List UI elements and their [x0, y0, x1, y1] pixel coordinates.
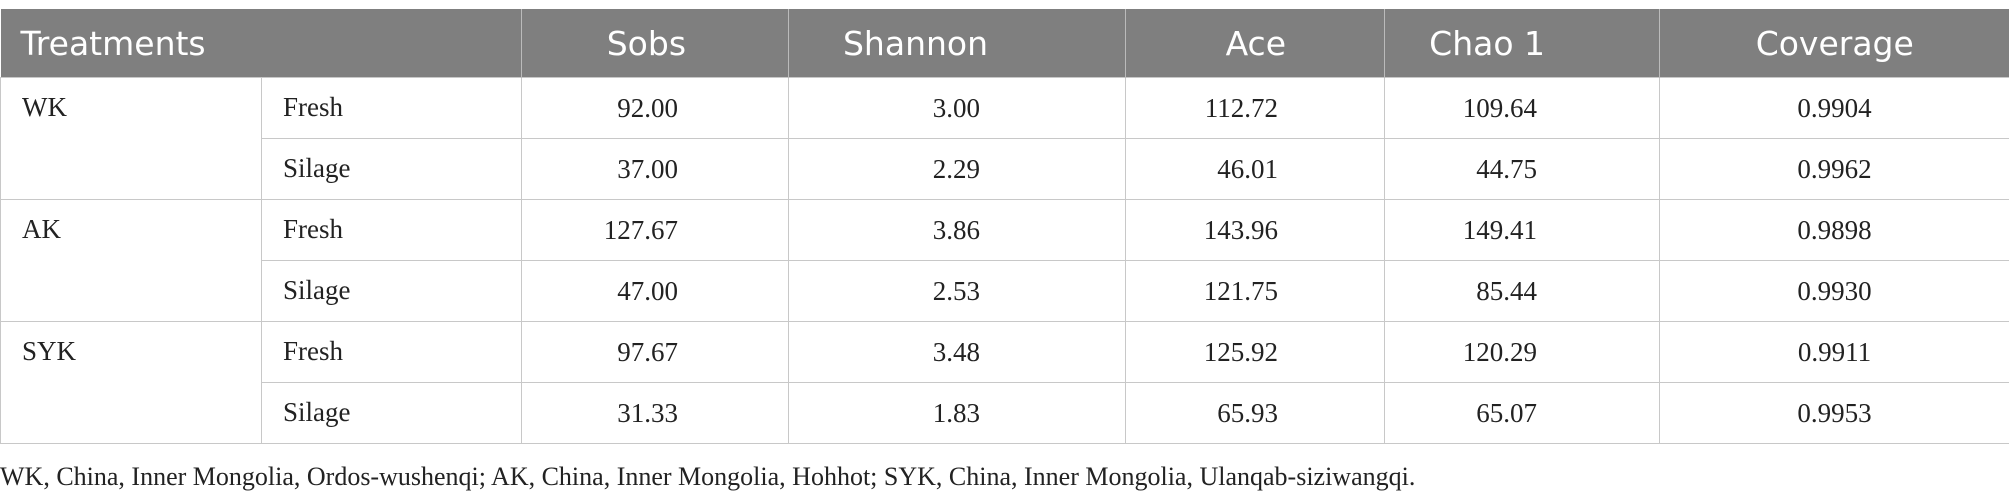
cell-value: 46.01 [1125, 138, 1386, 200]
column-header: Ace [1125, 9, 1385, 78]
data-table: Treatments Sobs Shannon Ace Chao 1 Coverage W… [0, 9, 2009, 444]
row-label: Fresh [260, 77, 523, 139]
table-row: Silage 31.33 1.83 65.93 65.07 0.9953 [1, 382, 2009, 444]
group-label: SYK [0, 321, 262, 444]
cell-value: 47.00 [521, 260, 790, 322]
cell-value: 65.07 [1384, 382, 1661, 444]
cell-value: 0.9898 [1659, 199, 2009, 261]
row-label: Fresh [260, 199, 523, 261]
group-label: WK [0, 77, 262, 200]
cell-value: 109.64 [1384, 77, 1661, 139]
column-header: Sobs [521, 9, 789, 78]
column-header: Treatments [0, 9, 522, 78]
cell-value: 65.93 [1125, 382, 1386, 444]
cell-value: 143.96 [1125, 199, 1386, 261]
table-row: WK Fresh 92.00 3.00 112.72 109.64 0.9904 [0, 77, 2009, 200]
table-row: AK Fresh 127.67 3.86 143.96 149.41 0.9898 [0, 199, 2009, 322]
column-header: Coverage [1659, 9, 2009, 78]
cell-value: 0.9953 [1659, 382, 2009, 444]
cell-value: 0.9962 [1659, 138, 2009, 200]
cell-value: 1.83 [788, 382, 1127, 444]
cell-value: 0.9930 [1659, 260, 2009, 322]
row-label: Fresh [260, 321, 523, 383]
cell-value: 127.67 [521, 199, 790, 261]
group-label: AK [0, 199, 262, 322]
column-header: Shannon [788, 9, 1126, 78]
cell-value: 2.29 [788, 138, 1127, 200]
cell-value: 2.53 [788, 260, 1127, 322]
table-row: Silage 37.00 2.29 46.01 44.75 0.9962 [1, 138, 2009, 200]
cell-value: 3.00 [788, 77, 1127, 139]
cell-value: 112.72 [1125, 77, 1386, 139]
cell-value: 0.9904 [1659, 77, 2009, 139]
cell-value: 97.67 [521, 321, 790, 383]
table-body: WK Fresh 92.00 3.00 112.72 109.64 0.9904 Silage… [0, 77, 2009, 444]
cell-value: 37.00 [521, 138, 790, 200]
row-label: Silage [260, 382, 523, 444]
footnote: WK, China, Inner Mongolia, Ordos-wushenq… [0, 462, 1416, 491]
cell-value: 31.33 [521, 382, 790, 444]
cell-value: 85.44 [1384, 260, 1661, 322]
table-row: SYK Fresh 97.67 3.48 125.92 120.29 0.9911 [0, 321, 2009, 444]
cell-value: 44.75 [1384, 138, 1661, 200]
cell-value: 121.75 [1125, 260, 1386, 322]
header-row: Treatments Sobs Shannon Ace Chao 1 Coverage [0, 9, 2009, 78]
cell-value: 149.41 [1384, 199, 1661, 261]
row-label: Silage [260, 260, 523, 322]
cell-value: 3.86 [788, 199, 1127, 261]
row-label: Silage [260, 138, 523, 200]
cell-value: 0.9911 [1659, 321, 2009, 383]
table-row: Silage 47.00 2.53 121.75 85.44 0.9930 [1, 260, 2009, 322]
cell-value: 92.00 [521, 77, 790, 139]
cell-value: 125.92 [1125, 321, 1386, 383]
column-header: Chao 1 [1384, 9, 1660, 78]
cell-value: 120.29 [1384, 321, 1661, 383]
cell-value: 3.48 [788, 321, 1127, 383]
